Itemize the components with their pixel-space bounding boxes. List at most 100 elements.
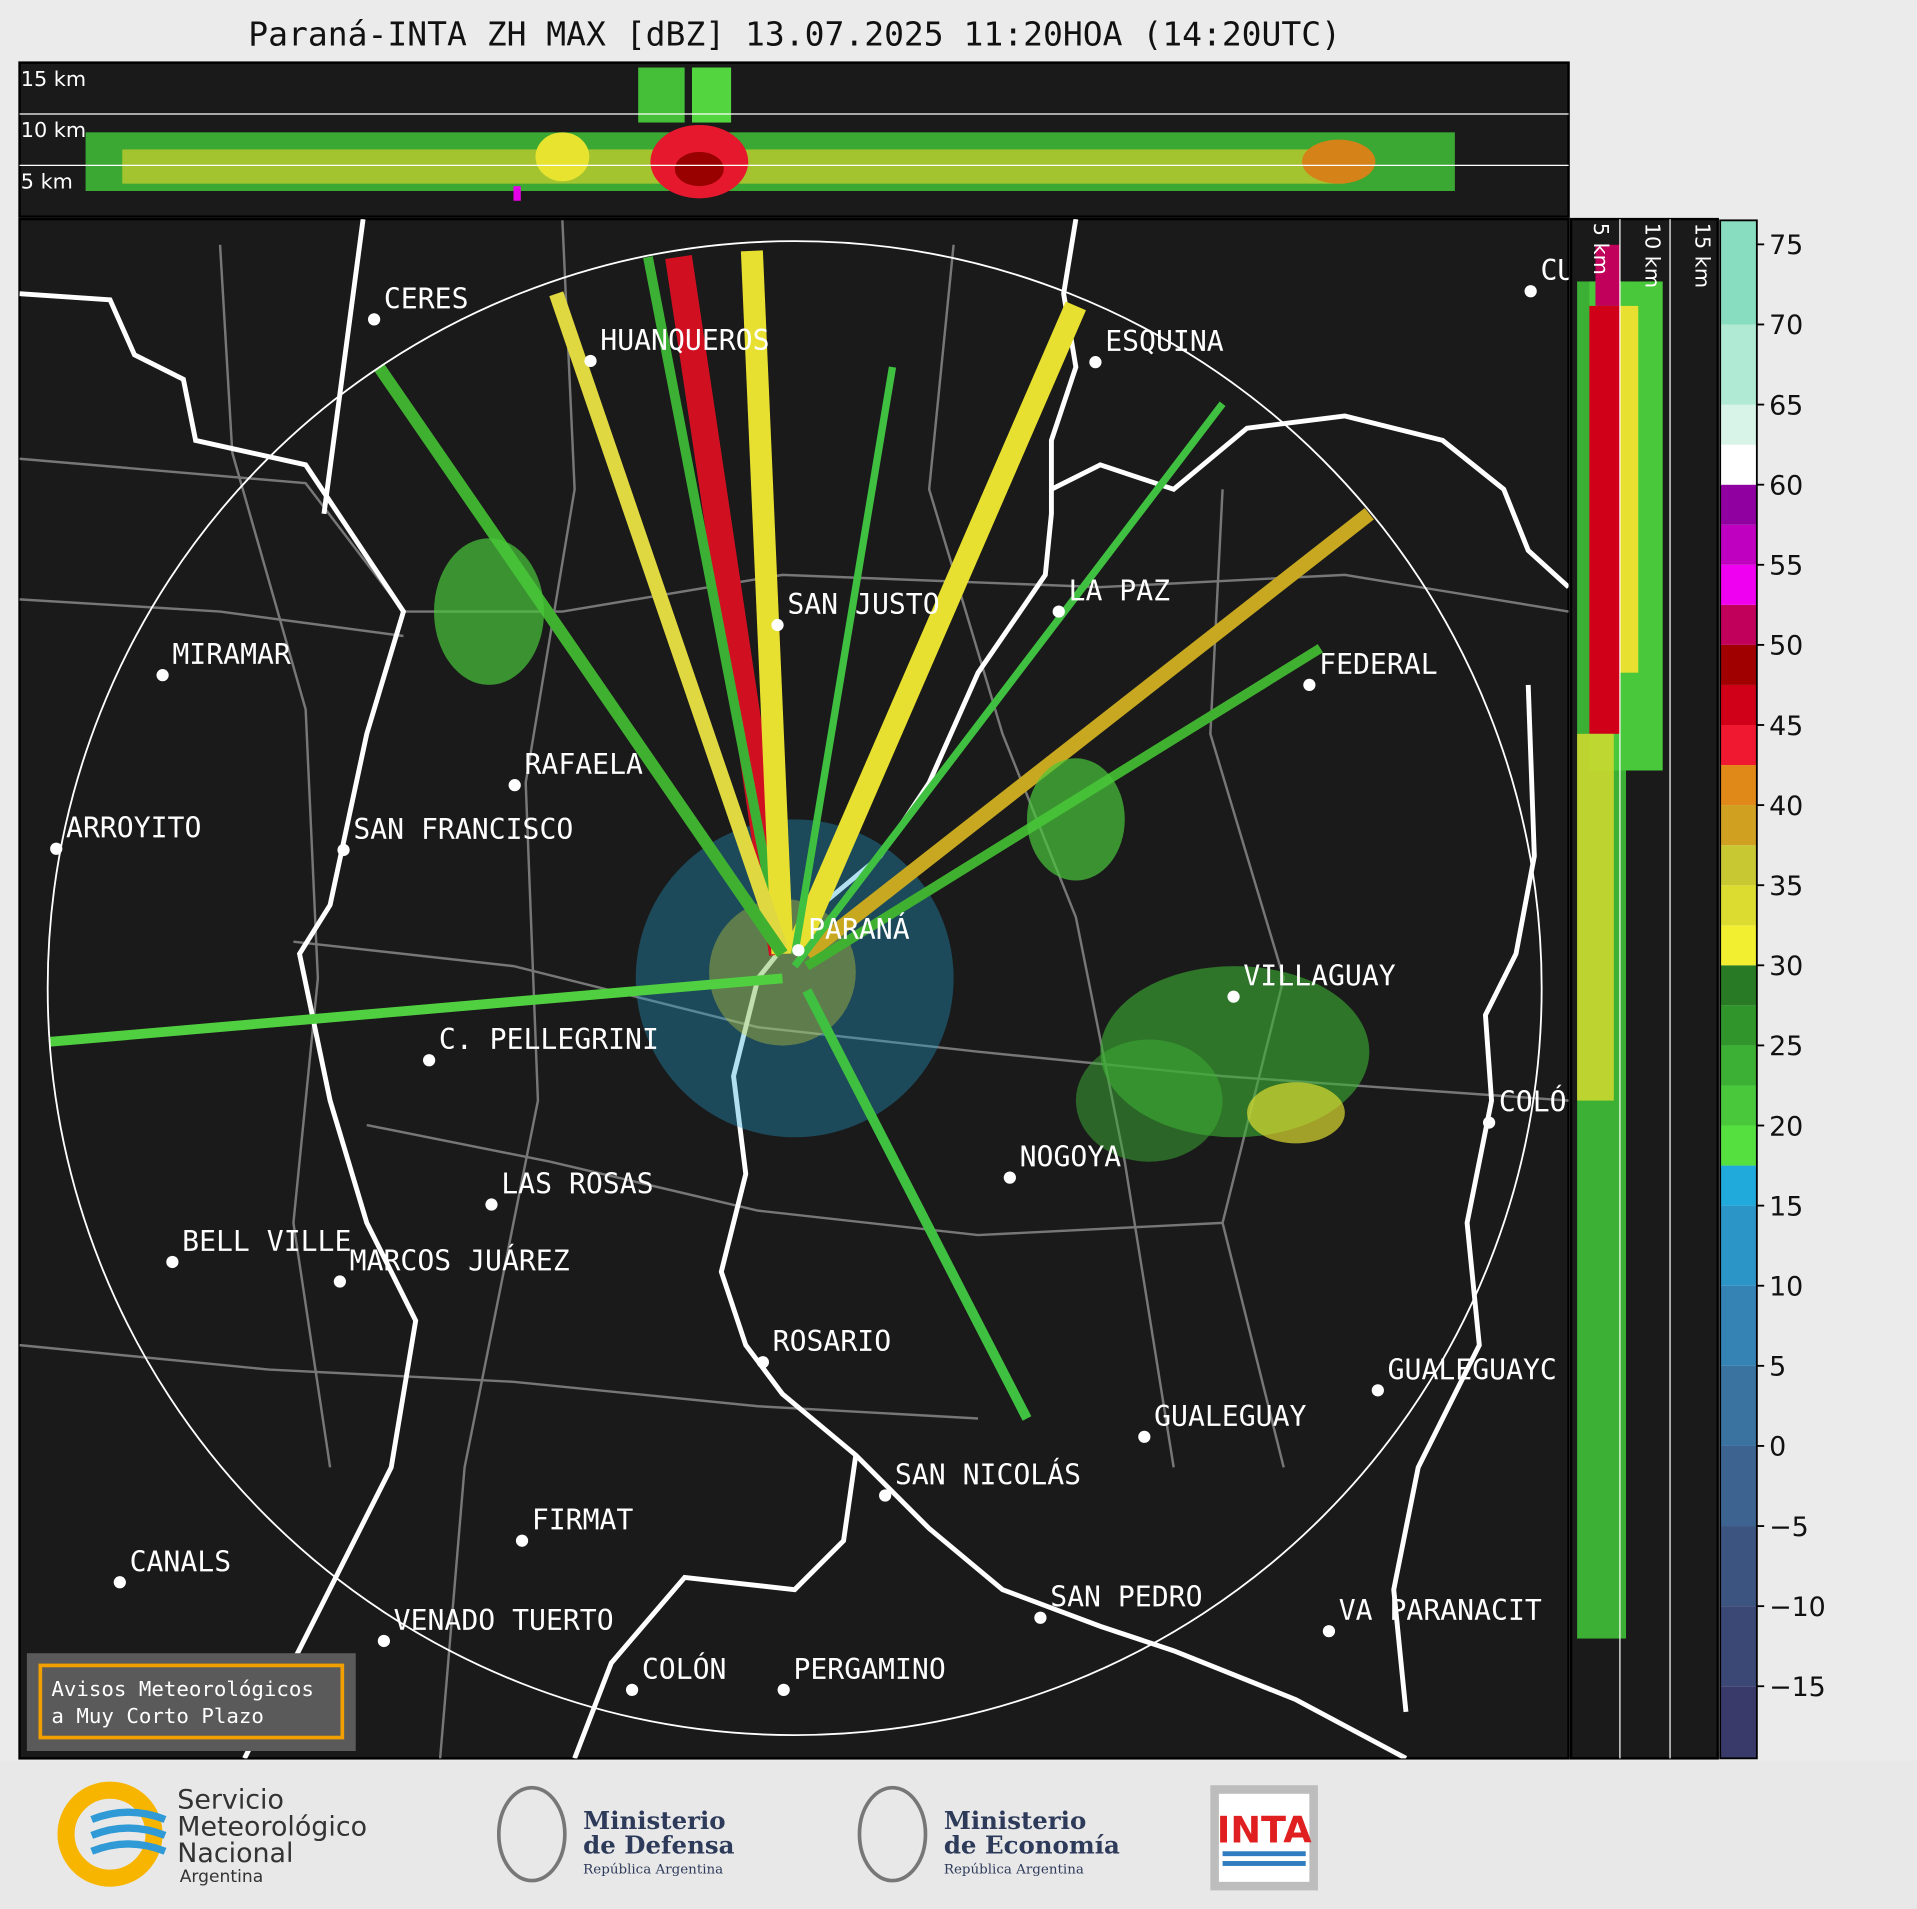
city-label: SAN PEDRO: [1050, 1581, 1202, 1614]
echo: [513, 186, 521, 201]
colorbar-band: [1720, 1686, 1757, 1759]
city-label: LAS ROSAS: [501, 1168, 653, 1201]
city-dot: [515, 1534, 529, 1547]
colorbar-tick-label: 25: [1769, 1031, 1803, 1062]
colorbar-band: [1720, 925, 1757, 966]
city-dot: [777, 1683, 790, 1696]
logo-text: Argentina: [180, 1867, 263, 1887]
province-border: [718, 219, 1408, 1759]
city-dot: [423, 1054, 436, 1067]
colorbar-band: [1720, 1606, 1757, 1687]
border: [19, 1343, 979, 1420]
colorbar-tick-label: 30: [1769, 951, 1803, 982]
colorbar-tick-label: 0: [1769, 1432, 1786, 1463]
border: [218, 244, 332, 1468]
echo: [1026, 758, 1125, 881]
logo-text: Ministerio: [944, 1806, 1086, 1835]
map-layers: CERES HUANQUEROS CU ESQUINA SAN JUSTO LA PAZ M…: [19, 219, 1569, 1759]
colorbar: −15 −10 −5 0 5 10 15 20 25 30 35 40 45 50 55 60 65 70 75: [1719, 219, 1826, 1760]
echo: [1619, 305, 1639, 673]
city-dot: [50, 842, 63, 855]
echo: [802, 988, 1032, 1421]
notice-bg: [26, 1653, 356, 1752]
echo: [373, 363, 788, 958]
colorbar-band: [1720, 404, 1757, 445]
echo: [549, 291, 790, 957]
coat-of-arms: [496, 1785, 567, 1883]
echo: [665, 255, 796, 956]
colorbar-band: [1720, 1045, 1757, 1086]
colorbar-band: [1720, 444, 1757, 485]
colorbar-band: [1720, 604, 1757, 645]
colorbar-tick-label: −10: [1769, 1592, 1826, 1623]
logo-text: Ministerio: [583, 1806, 725, 1835]
border: [438, 220, 576, 1759]
city-dot: [1138, 1430, 1151, 1443]
echo: [740, 250, 794, 955]
city-label: ESQUINA: [1105, 325, 1224, 358]
smn-waves: [90, 1808, 167, 1855]
city-label: RAFAELA: [524, 748, 643, 781]
city-dot: [584, 354, 597, 368]
province-border: [572, 1454, 859, 1759]
title: Paraná-INTA ZH MAX [dBZ] 13.07.2025 11:2…: [248, 15, 1341, 54]
smn-logo: Servicio Meteorológico Nacional Argentin…: [57, 1781, 367, 1887]
city-dot: [792, 944, 805, 957]
colorbar-tick-label: −15: [1769, 1672, 1826, 1703]
colorbar-tick-label: 20: [1769, 1111, 1803, 1142]
logo-text: República Argentina: [583, 1862, 723, 1877]
city-dot: [1052, 605, 1065, 618]
city-label: LA PAZ: [1069, 575, 1171, 608]
echo: [1302, 139, 1376, 184]
radar-echoes: [48, 250, 1374, 1421]
city-label: VA PARANACIT: [1339, 1594, 1542, 1627]
logo-text: Meteorológico: [177, 1811, 367, 1842]
colorbar-band: [1720, 484, 1757, 525]
city-dot: [156, 669, 169, 682]
notice-border: [38, 1663, 345, 1740]
city-label: CANALS: [130, 1545, 232, 1578]
logo-text: de Economía: [944, 1831, 1120, 1860]
colorbar-tick-label: 15: [1769, 1191, 1803, 1222]
colorbar-band: [1720, 1165, 1757, 1206]
colorbar-tick-label: 45: [1769, 711, 1803, 742]
city-dot: [333, 1275, 346, 1288]
cross-section: 15 km 10 km 5 km: [18, 61, 1570, 218]
city-label: ROSARIO: [773, 1325, 891, 1358]
city-label: BELL VILLE: [182, 1225, 351, 1258]
inta-stripe: [1222, 1861, 1306, 1866]
colorbar-band: [1720, 1365, 1757, 1446]
city-dot: [367, 313, 381, 326]
colorbar-band: [1720, 965, 1757, 1006]
colorbar-band: [1720, 724, 1757, 766]
city-label: ARROYITO: [66, 812, 201, 845]
echo: [784, 301, 1086, 959]
city-dot: [756, 1356, 770, 1369]
city-dot: [337, 843, 350, 857]
city-dot: [166, 1255, 179, 1269]
colorbar-tick-label: 40: [1769, 791, 1803, 822]
notice-text: Avisos Meteorológicos: [51, 1677, 314, 1701]
colorbar-band: [1720, 845, 1757, 886]
city-label: COLÓ: [1499, 1085, 1567, 1119]
city-label: VENADO TUERTO: [394, 1604, 614, 1637]
city-dot: [1322, 1625, 1336, 1638]
height-label: 5 km: [21, 170, 73, 194]
echo: [1595, 244, 1620, 306]
city-dot: [1003, 1171, 1016, 1184]
echo: [674, 151, 724, 187]
logo-text: Nacional: [177, 1838, 293, 1869]
notice-box: Avisos Meteorológicos a Muy Corto Plazo: [26, 1653, 356, 1752]
colorbar-band: [1720, 1285, 1757, 1366]
echo: [1577, 733, 1614, 1101]
inta-inner: [1218, 1793, 1310, 1882]
coat-of-arms: [857, 1785, 928, 1883]
city-label: PERGAMINO: [793, 1653, 945, 1686]
city-label: CERES: [384, 282, 469, 315]
economia-logo: Ministerio de Economía República Argenti…: [857, 1785, 1120, 1883]
colorbar-band: [1720, 1526, 1757, 1607]
cross-section-echoes: [85, 67, 1455, 201]
border: [19, 457, 1569, 613]
city-label: HUANQUEROS: [600, 324, 769, 357]
